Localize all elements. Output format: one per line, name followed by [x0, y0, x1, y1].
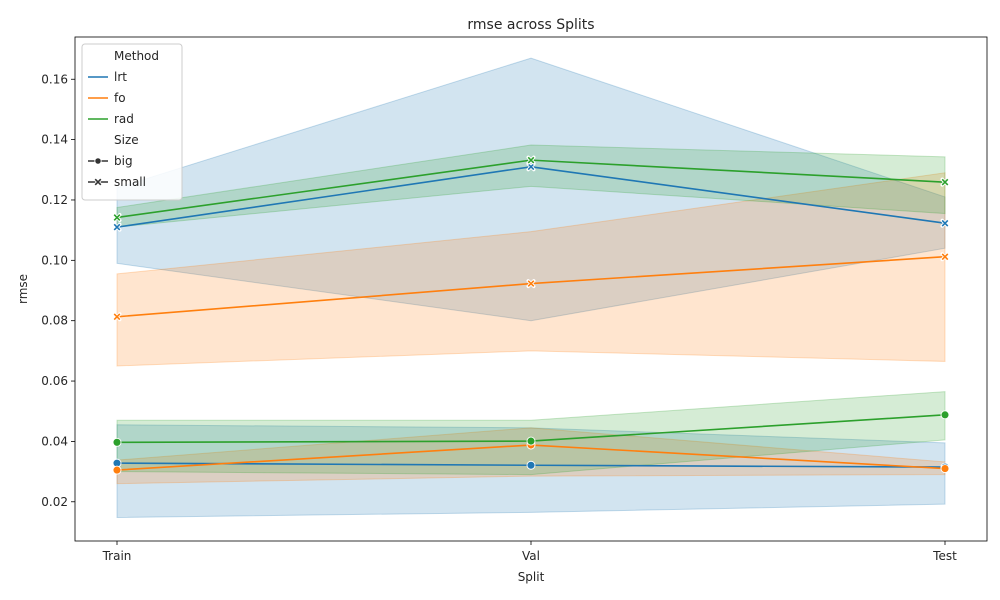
y-tick-label: 0.16: [41, 72, 68, 86]
point-fo-small-test: [940, 252, 950, 262]
legend-label-lrt: lrt: [114, 70, 127, 84]
legend-title-size: Size: [114, 133, 139, 147]
legend-label-fo: fo: [114, 91, 126, 105]
legend-marker-small: [93, 177, 103, 187]
y-tick-label: 0.06: [41, 374, 68, 388]
confidence-bands: [116, 57, 946, 518]
y-tick-label: 0.10: [41, 253, 68, 267]
y-tick-label: 0.12: [41, 193, 68, 207]
point-fo-big-train: [112, 465, 122, 475]
legend-marker-big: [94, 157, 102, 165]
y-axis: 0.02 0.04 0.06 0.08 0.10 0.12 0.14 0.16: [41, 72, 75, 509]
point-rad-small-test: [940, 177, 950, 187]
point-rad-big-train: [112, 437, 122, 447]
y-tick-label: 0.14: [41, 133, 68, 147]
point-rad-small-val: [526, 155, 536, 165]
point-lrt-small-test: [940, 218, 950, 228]
point-fo-small-train: [112, 312, 122, 322]
point-rad-small-train: [112, 212, 122, 222]
point-lrt-small-train: [112, 222, 122, 232]
band-fo-small: [116, 172, 946, 367]
legend-label-small: small: [114, 175, 146, 189]
y-axis-label: rmse: [16, 274, 30, 304]
chart-title: rmse across Splits: [467, 17, 594, 33]
y-tick-label: 0.08: [41, 314, 68, 328]
point-lrt-big-val: [526, 460, 536, 470]
legend-label-rad: rad: [114, 112, 134, 126]
x-tick-label: Test: [932, 549, 957, 563]
band-lrt-small: [116, 57, 946, 322]
point-lrt-small-val: [526, 162, 536, 172]
band-lrt-big: [116, 424, 946, 518]
y-tick-label: 0.04: [41, 434, 68, 448]
legend-title-method: Method: [114, 49, 159, 63]
legend-label-big: big: [114, 154, 133, 168]
band-fo-big: [116, 427, 946, 485]
series-markers: [112, 155, 950, 475]
point-fo-small-val: [526, 279, 536, 289]
x-tick-label: Train: [102, 549, 132, 563]
point-rad-big-val: [526, 436, 536, 446]
point-rad-big-test: [940, 410, 950, 420]
x-tick-label: Val: [522, 549, 540, 563]
x-axis: Train Val Test: [102, 541, 957, 563]
x-axis-label: Split: [518, 570, 545, 584]
y-tick-label: 0.02: [41, 495, 68, 509]
point-fo-big-test: [940, 464, 950, 474]
legend: Method lrt fo rad Size big small: [81, 43, 183, 201]
